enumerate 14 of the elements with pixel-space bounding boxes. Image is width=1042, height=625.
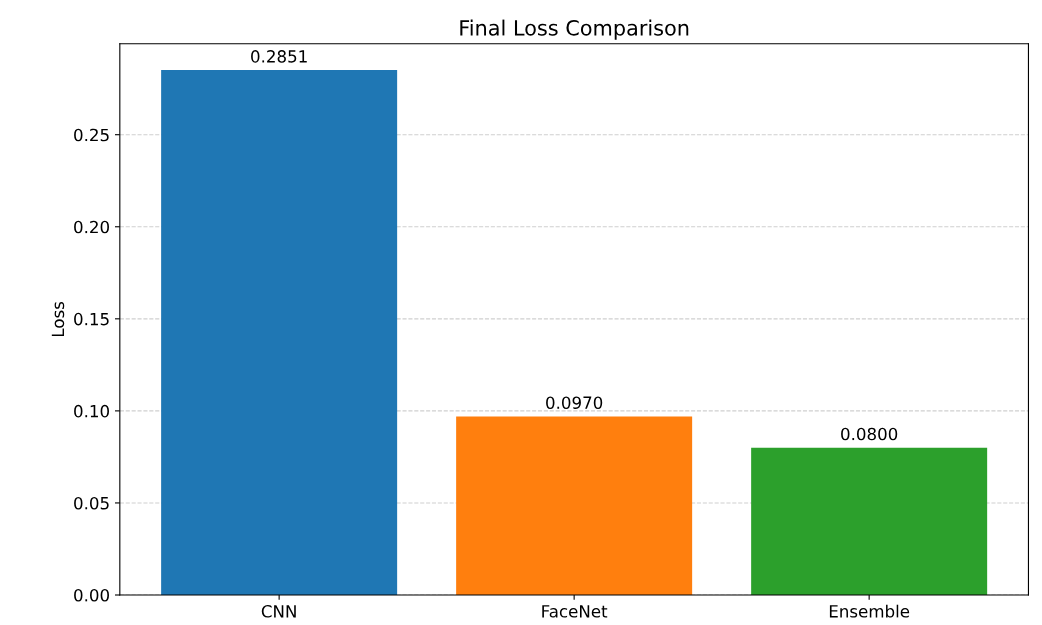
text: 0.05 [74,496,109,510]
x-tick-label: CNN [261,605,296,618]
data-label: 0.0970 [546,396,603,410]
x-tick-label: FaceNet [542,605,608,618]
data-label: 0.2851 [251,50,307,63]
text: 0.20 [74,220,109,234]
text: 0.00 [74,588,109,602]
y-axis-title: Loss [51,301,65,337]
text: 0.10 [74,404,109,418]
chart-title: Final Loss Comparison [460,19,689,40]
x-tick-label: Ensemble [829,604,910,618]
text: 0.15 [74,312,109,326]
text: 0.25 [74,128,109,142]
data-label: 0.0800 [841,427,898,441]
